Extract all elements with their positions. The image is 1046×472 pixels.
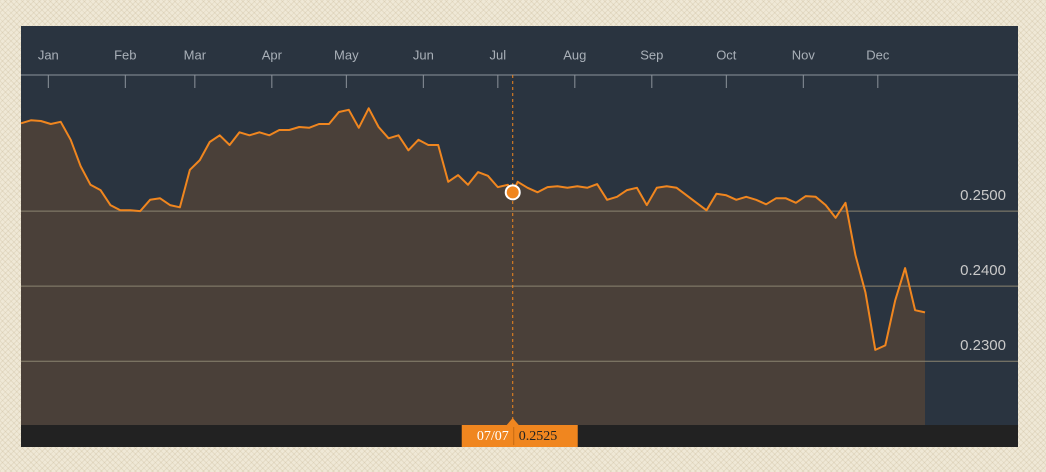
y-tick-label: 0.2300 [960,337,1006,354]
x-tick-label: Oct [716,47,737,62]
x-tick-label: Jan [38,47,59,62]
x-tick-label: Jul [490,47,507,62]
area [21,108,925,426]
y-tick-label: 0.2500 [960,187,1006,204]
tooltip-date: 07/07 [477,429,509,444]
x-tick-label: May [334,47,359,62]
x-tick-label: Jun [413,47,434,62]
x-tick-label: Mar [184,47,207,62]
tooltip-box [461,425,578,447]
x-tick-label: Aug [563,47,586,62]
x-tick-label: Nov [792,47,816,62]
y-tick-label: 0.2400 [960,262,1006,279]
x-tick-label: Dec [866,47,890,62]
tooltip-value: 0.2525 [519,429,558,444]
x-tick-label: Apr [262,47,283,62]
tooltip-pointer [506,418,519,425]
x-tick-label: Feb [114,47,136,62]
x-tick-label: Sep [640,47,663,62]
line [20,107,926,351]
crosshair-marker [504,184,521,201]
